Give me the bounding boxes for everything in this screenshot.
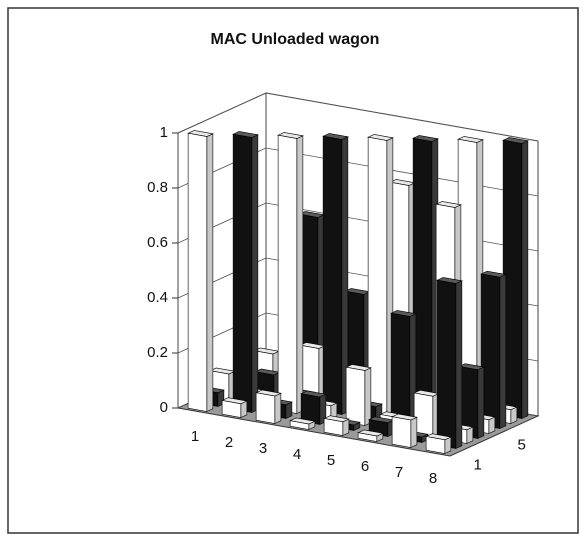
x-tick-label: 8 bbox=[429, 470, 437, 487]
x-tick-label: 2 bbox=[225, 434, 233, 451]
bar bbox=[277, 132, 304, 414]
bar bbox=[425, 433, 452, 454]
x-tick-label: 6 bbox=[361, 458, 369, 475]
bar-front bbox=[255, 392, 276, 424]
bar-front bbox=[187, 132, 208, 412]
bar-front bbox=[322, 135, 343, 415]
bar-front bbox=[390, 312, 411, 427]
bar bbox=[345, 364, 372, 426]
bar-front bbox=[323, 418, 344, 436]
grid-line bbox=[177, 92, 539, 142]
bar-side bbox=[455, 280, 463, 449]
bar bbox=[480, 270, 507, 429]
x-tick-label: 1 bbox=[191, 428, 199, 445]
bar bbox=[255, 389, 282, 424]
bar bbox=[391, 413, 418, 448]
bar-front bbox=[357, 432, 378, 442]
y-tick-label: 0 bbox=[160, 399, 168, 416]
bar-side bbox=[499, 274, 507, 429]
bar-front bbox=[425, 436, 446, 454]
y-tick-label: 0.8 bbox=[147, 179, 168, 196]
y-tick-label: 0.4 bbox=[147, 289, 168, 306]
bar bbox=[323, 415, 350, 436]
bar-side bbox=[274, 392, 282, 424]
bar-front bbox=[232, 133, 253, 413]
y-tick-label: 0.2 bbox=[147, 344, 168, 361]
bar bbox=[289, 417, 316, 430]
bar-side bbox=[521, 140, 529, 419]
bar-side bbox=[410, 416, 418, 448]
bar bbox=[187, 130, 214, 412]
bar bbox=[367, 134, 394, 416]
bar-front bbox=[391, 416, 412, 448]
bar bbox=[322, 133, 349, 415]
bar-side bbox=[477, 366, 485, 439]
depth-tick-label: 1 bbox=[474, 456, 482, 473]
bar-front bbox=[345, 366, 366, 426]
x-tick-label: 4 bbox=[293, 446, 301, 463]
x-tick-label: 5 bbox=[327, 452, 335, 469]
x-tick-label: 3 bbox=[259, 440, 267, 457]
bar-side bbox=[251, 134, 259, 413]
bar bbox=[357, 429, 384, 442]
bar bbox=[390, 310, 417, 427]
x-tick-label: 7 bbox=[395, 464, 403, 481]
bar bbox=[412, 135, 439, 417]
bar-side bbox=[206, 133, 214, 412]
bar bbox=[436, 277, 463, 449]
depth-tick-label: 5 bbox=[518, 436, 526, 453]
bar-front bbox=[277, 134, 298, 414]
bar bbox=[502, 137, 529, 419]
bar-side bbox=[296, 135, 304, 414]
bar-front bbox=[221, 400, 242, 418]
bar bbox=[457, 136, 484, 418]
bar bbox=[221, 397, 248, 418]
bar-front bbox=[436, 279, 457, 449]
y-tick-label: 1 bbox=[160, 124, 168, 141]
chart-title: MAC Unloaded wagon bbox=[211, 31, 380, 48]
bar-front bbox=[289, 420, 310, 430]
bar bbox=[298, 211, 325, 383]
y-tick-label: 0.6 bbox=[147, 234, 168, 251]
bar-side bbox=[364, 367, 372, 426]
bar bbox=[458, 363, 485, 439]
bar bbox=[413, 389, 440, 438]
bar bbox=[232, 131, 259, 413]
